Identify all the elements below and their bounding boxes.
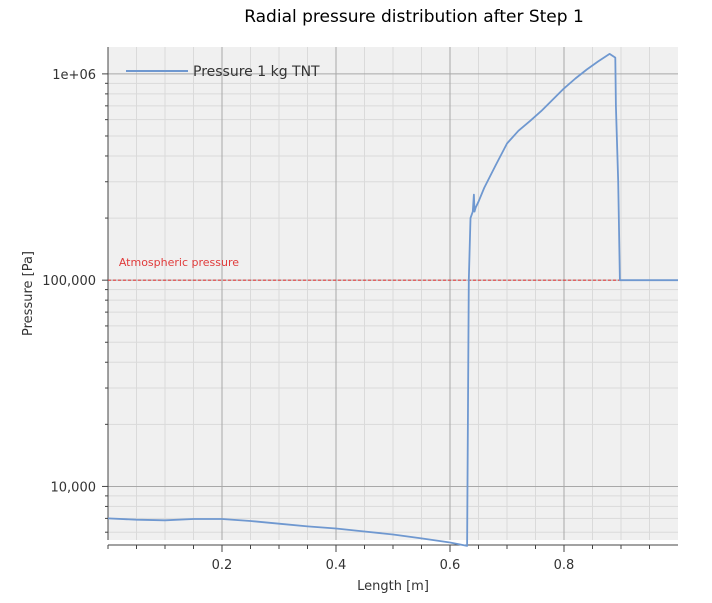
legend-label-pressure-1kg-tnt: Pressure 1 kg TNT xyxy=(193,64,320,80)
y-axis-title: Pressure [Pa] xyxy=(21,251,36,336)
y-tick-label: 100,000 xyxy=(42,274,96,289)
major-gridlines xyxy=(108,47,678,540)
y-axis: 10,000 100,000 1e+06 xyxy=(42,47,109,540)
chart-title: Radial pressure distribution after Step … xyxy=(244,7,584,27)
y-tick-label: 1e+06 xyxy=(52,68,96,83)
series-line-pressure-1kg-tnt xyxy=(107,53,678,547)
x-tick-label: 0.4 xyxy=(326,558,347,573)
minor-gridlines xyxy=(108,47,678,540)
x-tick-label: 0.2 xyxy=(212,558,233,573)
x-tick-label: 0.8 xyxy=(554,558,575,573)
y-tick-label: 10,000 xyxy=(51,480,97,495)
annotation-atmospheric-pressure: Atmospheric pressure xyxy=(119,256,239,269)
x-axis-title: Length [m] xyxy=(357,579,429,594)
x-axis: 0.2 0.4 0.6 0.8 xyxy=(107,544,678,573)
x-tick-label: 0.6 xyxy=(440,558,461,573)
legend: Pressure 1 kg TNT xyxy=(126,64,320,80)
